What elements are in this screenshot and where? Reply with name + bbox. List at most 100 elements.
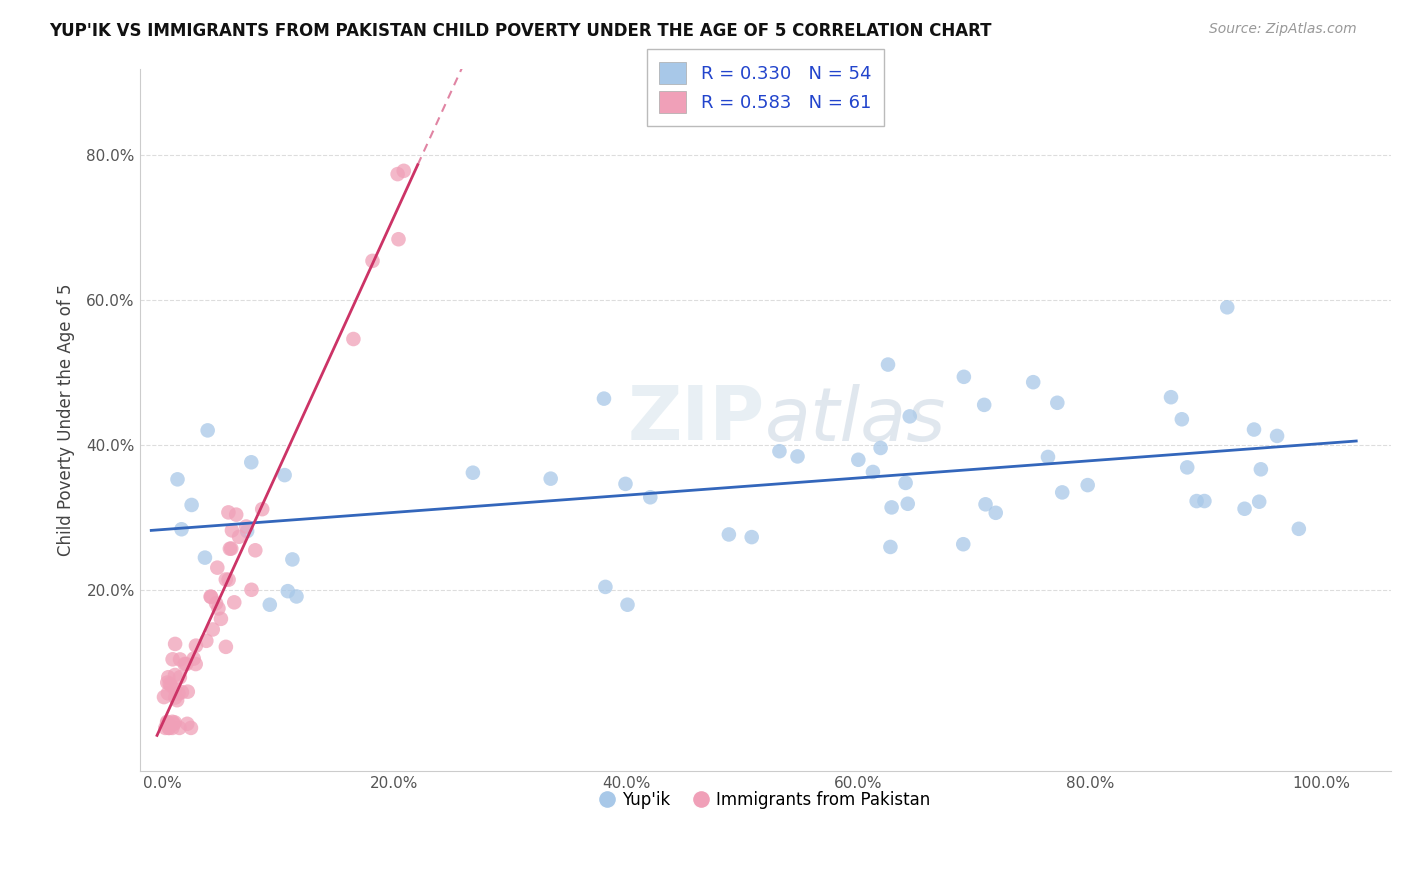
Point <box>224 595 246 609</box>
Point <box>194 550 217 565</box>
Point <box>153 690 176 704</box>
Point <box>157 721 180 735</box>
Point <box>1050 485 1073 500</box>
Point <box>170 522 193 536</box>
Point <box>169 721 191 735</box>
Point <box>184 639 207 653</box>
Point <box>1233 501 1256 516</box>
Point <box>741 530 763 544</box>
Point <box>1175 460 1198 475</box>
Point <box>898 409 921 424</box>
Point <box>973 398 995 412</box>
Point <box>169 670 191 684</box>
Point <box>616 598 638 612</box>
Point <box>156 675 179 690</box>
Point <box>1216 300 1239 314</box>
Point <box>974 497 997 511</box>
Point <box>218 573 240 587</box>
Point <box>184 657 207 671</box>
Point <box>215 640 238 654</box>
Point <box>200 590 222 604</box>
Text: Source: ZipAtlas.com: Source: ZipAtlas.com <box>1209 22 1357 37</box>
Point <box>207 601 229 615</box>
Point <box>1249 494 1271 508</box>
Point <box>273 468 295 483</box>
Point <box>387 167 409 181</box>
Point <box>614 476 637 491</box>
Point <box>897 497 920 511</box>
Point <box>540 472 562 486</box>
Point <box>162 652 184 666</box>
Point <box>197 423 219 437</box>
Y-axis label: Child Poverty Under the Age of 5: Child Poverty Under the Age of 5 <box>58 284 75 557</box>
Point <box>1265 429 1288 443</box>
Point <box>1194 494 1216 508</box>
Point <box>786 450 808 464</box>
Point <box>461 466 484 480</box>
Point <box>183 651 205 665</box>
Point <box>984 506 1007 520</box>
Point <box>165 637 187 651</box>
Point <box>277 584 299 599</box>
Point <box>1036 450 1059 464</box>
Point <box>281 552 304 566</box>
Text: ZIP: ZIP <box>628 384 765 457</box>
Point <box>201 623 224 637</box>
Point <box>880 500 903 515</box>
Point <box>169 652 191 666</box>
Point <box>342 332 364 346</box>
Point <box>165 682 187 697</box>
Text: atlas: atlas <box>765 384 946 456</box>
Point <box>159 677 181 691</box>
Point <box>165 690 187 705</box>
Text: YUP'IK VS IMMIGRANTS FROM PAKISTAN CHILD POVERTY UNDER THE AGE OF 5 CORRELATION : YUP'IK VS IMMIGRANTS FROM PAKISTAN CHILD… <box>49 22 991 40</box>
Point <box>174 657 197 671</box>
Point <box>869 441 891 455</box>
Point <box>952 537 974 551</box>
Point <box>205 596 228 610</box>
Point <box>167 686 190 700</box>
Point <box>163 715 186 730</box>
Point <box>157 721 180 735</box>
Point <box>155 721 177 735</box>
Point <box>1250 462 1272 476</box>
Point <box>215 573 238 587</box>
Legend: Yup'ik, Immigrants from Pakistan: Yup'ik, Immigrants from Pakistan <box>593 784 938 816</box>
Point <box>219 541 242 556</box>
Point <box>846 452 869 467</box>
Point <box>877 358 900 372</box>
Point <box>240 455 263 469</box>
Point <box>1160 390 1182 404</box>
Point <box>1046 396 1069 410</box>
Point <box>162 721 184 735</box>
Point <box>595 580 617 594</box>
Point <box>259 598 281 612</box>
Point <box>163 668 186 682</box>
Point <box>768 444 790 458</box>
Point <box>156 686 179 700</box>
Point <box>285 590 308 604</box>
Point <box>236 524 259 538</box>
Point <box>225 508 247 522</box>
Point <box>392 164 415 178</box>
Point <box>157 670 180 684</box>
Point <box>387 232 409 246</box>
Point <box>228 530 250 544</box>
Point <box>1077 478 1099 492</box>
Point <box>200 590 222 604</box>
Point <box>1243 423 1265 437</box>
Point <box>953 369 976 384</box>
Point <box>156 714 179 729</box>
Point <box>221 524 243 538</box>
Point <box>177 684 200 698</box>
Point <box>159 678 181 692</box>
Point <box>162 714 184 729</box>
Point <box>209 612 232 626</box>
Point <box>1288 522 1310 536</box>
Point <box>166 693 188 707</box>
Point <box>180 721 202 735</box>
Point <box>245 543 267 558</box>
Point <box>894 475 917 490</box>
Point <box>207 560 229 574</box>
Point <box>593 392 616 406</box>
